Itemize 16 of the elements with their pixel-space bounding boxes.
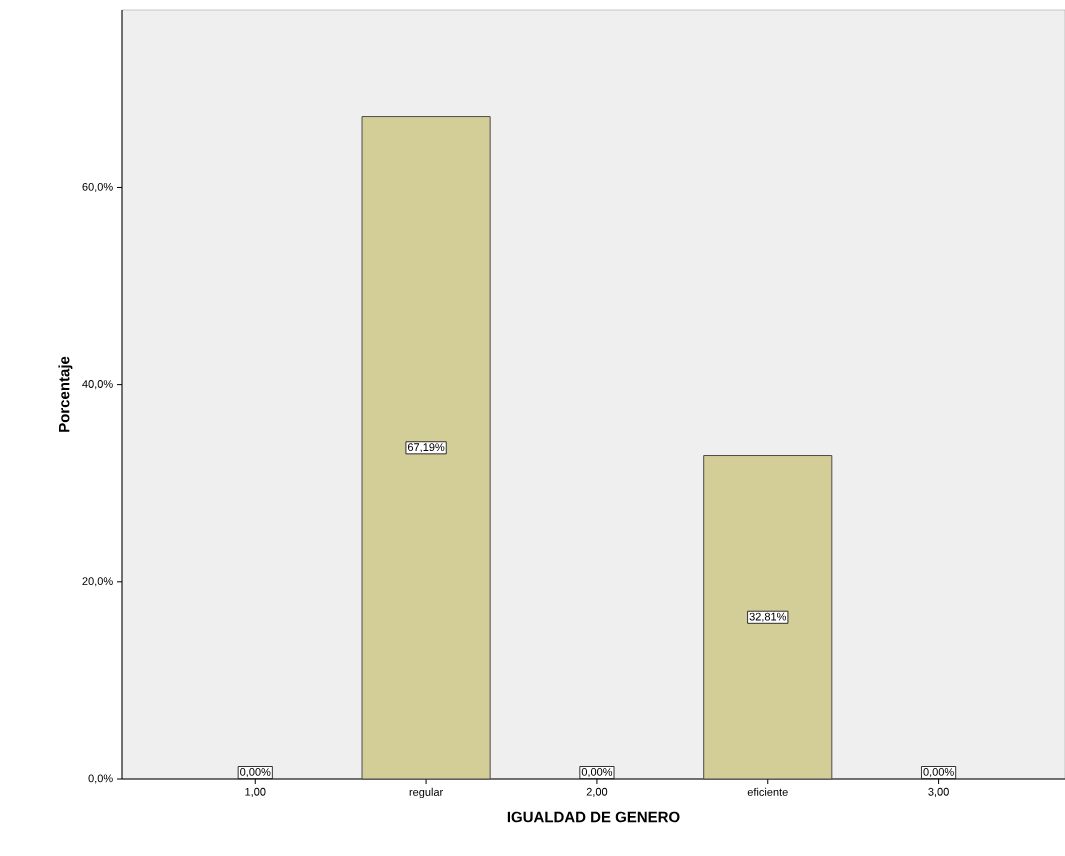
x-tick-label: regular — [409, 787, 444, 799]
y-tick-label: 0,0% — [88, 774, 113, 784]
x-tick-label: 3,00 — [928, 787, 949, 797]
x-axis-title: IGUALDAD DE GENERO — [507, 811, 680, 823]
y-tick-label: 40,0% — [82, 380, 113, 390]
y-tick-label: 60,0% — [82, 182, 113, 192]
x-tick-label: eficiente — [747, 787, 788, 796]
x-tick-label: 1,00 — [245, 787, 266, 797]
data-label: 0,00% — [240, 768, 271, 778]
y-axis-title: Porcentaje — [58, 356, 73, 432]
x-tick-label: 2,00 — [586, 787, 608, 797]
data-label: 32,81% — [749, 612, 787, 622]
y-tick-label: 20,0% — [82, 577, 113, 587]
data-label: 0,00% — [581, 768, 613, 778]
data-label: 0,00% — [923, 768, 954, 778]
data-label: 67,19% — [408, 443, 445, 453]
